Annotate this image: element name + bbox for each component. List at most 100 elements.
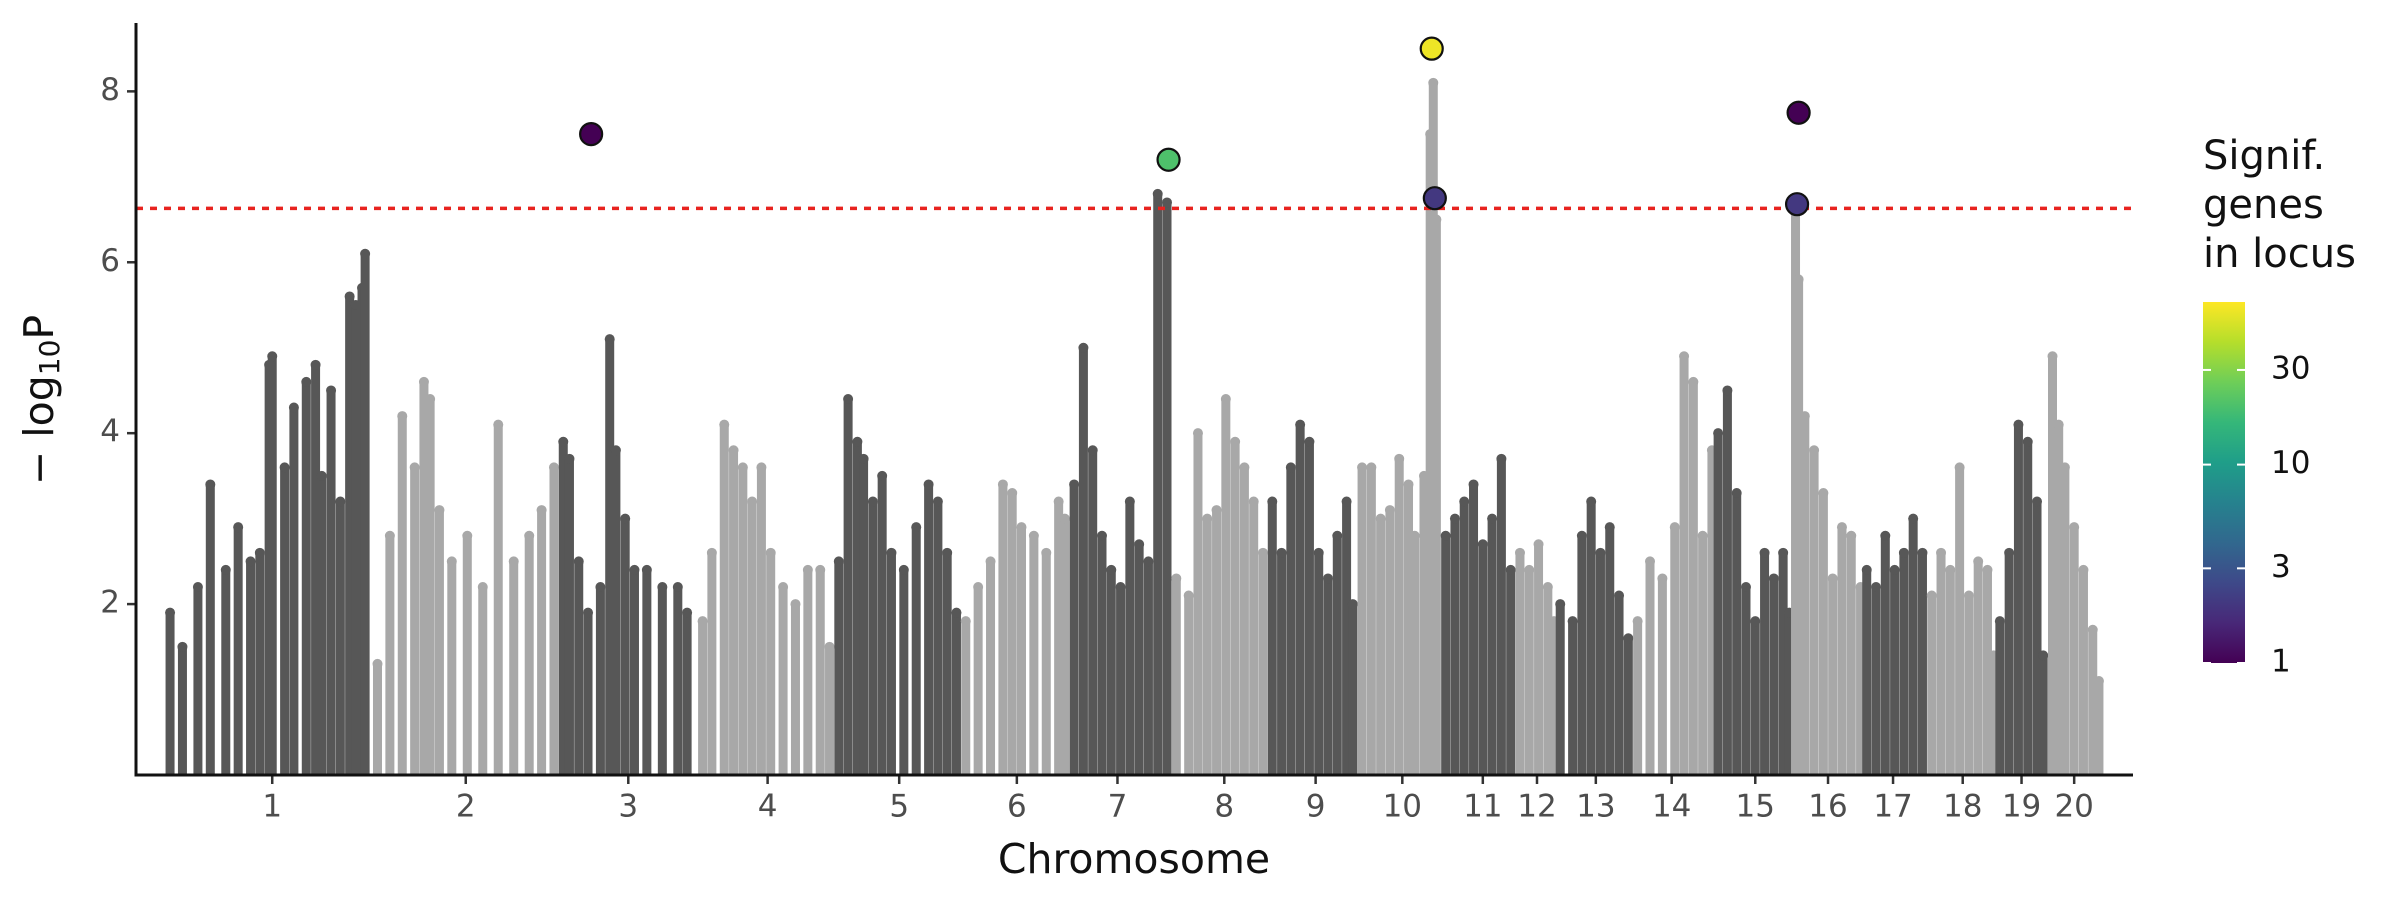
snp-point [310,359,321,370]
snp-point [397,411,408,422]
snp-point [682,607,693,618]
snp-point [1078,342,1089,353]
snp-point [802,564,813,575]
locus-point [1422,186,1447,211]
snp-point [1211,505,1222,516]
x-tick-label: 17 [1873,789,1912,825]
locus-point [1156,147,1181,172]
snp-point [1267,496,1278,507]
snp-point [1731,488,1742,498]
snp-point [932,496,943,507]
snp-point [508,556,519,567]
snp-point [1917,547,1928,558]
snp-point [1162,197,1173,208]
snp-point [1357,462,1368,473]
snp-point [1793,274,1804,285]
snp-point [1016,522,1027,533]
snp-point [1750,616,1761,627]
snp-point [765,547,776,558]
snp-point [384,530,395,541]
snp-point [852,436,863,447]
snp-point [1982,564,1993,575]
snp-point [951,607,962,618]
snp-point [1087,445,1098,456]
snp-point [1657,573,1668,584]
snp-point [335,496,346,507]
snp-point [254,547,265,558]
snp-point [446,556,457,567]
x-axis-title: Chromosome [998,835,1270,883]
snp-point [1846,530,1857,541]
snp-point [997,479,1008,490]
x-tick-label: 1 [262,789,282,825]
snp-point [886,547,897,558]
snp-point [790,599,801,610]
snp-point [1514,547,1525,558]
snp-point [1555,599,1566,610]
snp-point [620,513,631,524]
snp-point [1586,496,1597,507]
snp-point [1124,496,1135,507]
snp-point [1202,513,1213,524]
snp-point [1759,547,1770,558]
snp-point [719,419,730,430]
snp-point [1220,394,1231,404]
snp-point [960,616,971,627]
snp-point [1384,505,1395,516]
snp-point [1576,530,1587,541]
x-tick-label: 18 [1943,789,1982,825]
snp-point [2013,419,2024,430]
snp-point [288,402,299,413]
colorbar-title: Signif. [2203,133,2325,179]
snp-point [1936,547,1947,558]
snp-point [1248,496,1259,507]
snp-point [1477,539,1488,550]
snp-point [1945,564,1956,575]
snp-point [1740,582,1751,592]
snp-point [1304,436,1315,447]
snp-point [326,385,337,396]
snp-point [2078,564,2089,575]
snp-point [815,564,826,575]
snp-point [843,394,854,404]
snp-point [1496,453,1507,464]
snp-point [267,351,278,362]
snp-point [462,530,473,541]
snp-point [2053,419,2064,430]
snp-point [1809,445,1820,456]
snp-point [1697,530,1708,541]
snp-point [1973,556,1984,567]
x-tick-label: 11 [1463,789,1502,825]
snp-point [2059,462,2070,473]
snp-point [245,556,256,567]
snp-point [1679,351,1690,362]
x-tick-label: 9 [1306,789,1326,825]
x-tick-label: 3 [618,789,638,825]
x-tick-label: 13 [1576,789,1615,825]
snp-point [1028,530,1039,541]
snp-point [2047,351,2058,362]
x-tick-label: 20 [2054,789,2093,825]
snp-point [279,462,290,473]
y-axis-title: − log10P [15,315,66,485]
colorbar-tick-label: 1 [2271,644,2291,680]
snp-point [737,462,748,473]
snp-point [409,462,420,473]
snp-point [1871,582,1882,592]
snp-point [610,445,621,456]
snp-point [1468,479,1479,490]
snp-point [316,470,327,481]
snp-point [1713,428,1724,439]
locus-point [1419,36,1444,61]
snp-point [1366,462,1377,473]
snp-point [1768,573,1779,584]
snp-point [728,445,739,456]
x-tick-label: 4 [758,789,778,825]
snp-point [641,564,652,575]
locus-point [1784,192,1810,217]
snp-point [583,607,594,618]
snp-point [192,582,203,592]
snp-point [756,462,767,473]
snp-point [1285,462,1296,473]
snp-point [1431,214,1442,225]
